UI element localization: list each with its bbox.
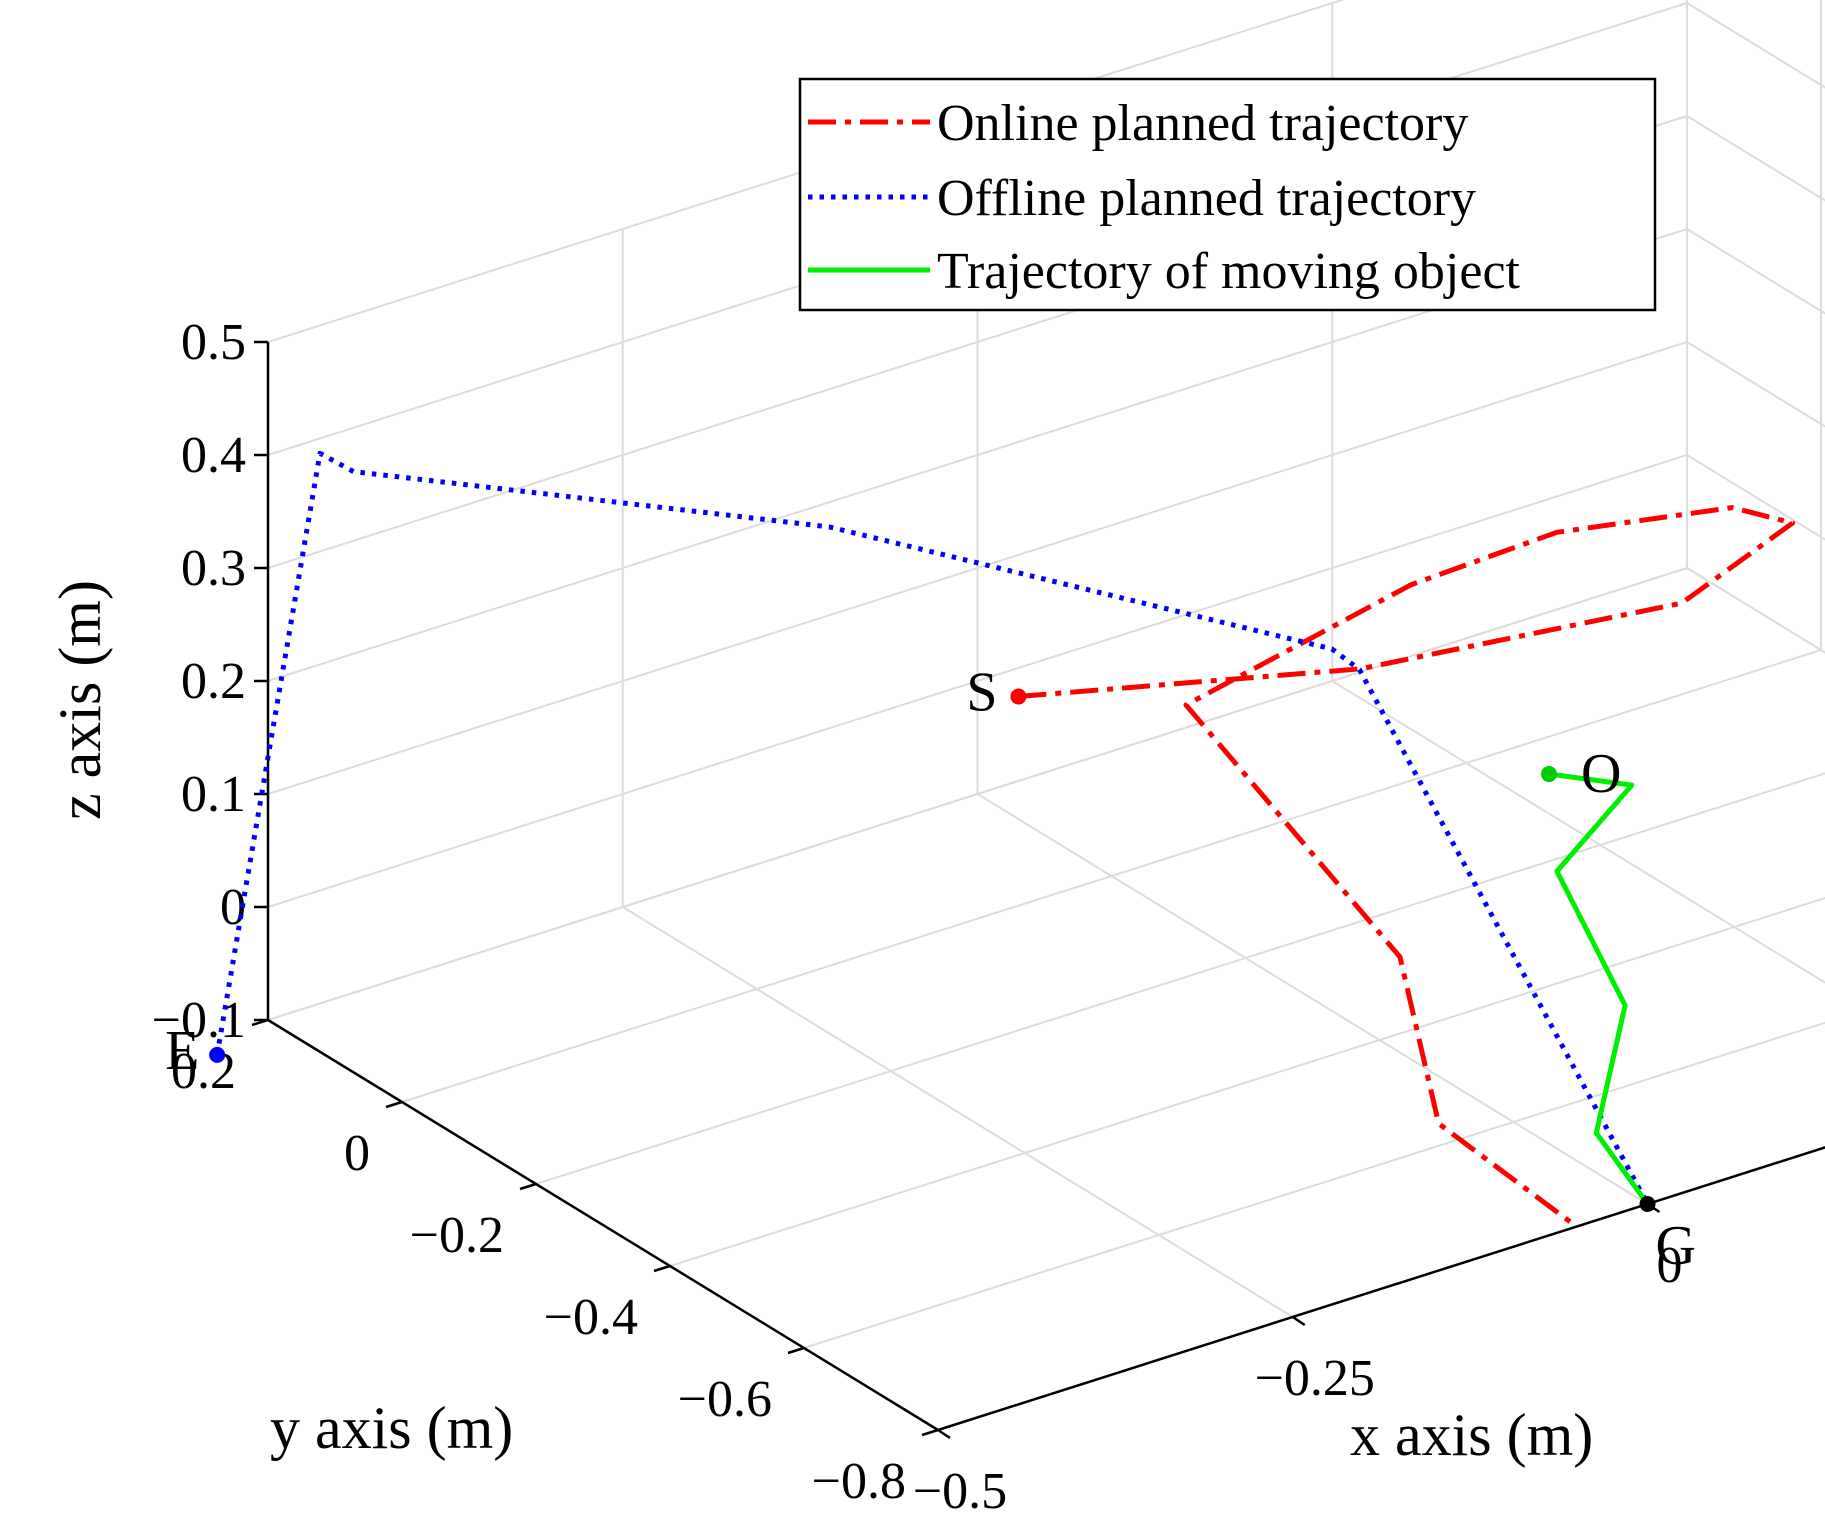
y-tick-mark	[251, 1018, 269, 1027]
y-tick-mark	[653, 1264, 671, 1273]
point-label-g: G	[1656, 1215, 1696, 1277]
series-offline-planned	[214, 450, 1650, 1206]
legend-label-moving-object: Trajectory of moving object	[937, 243, 1521, 300]
y-tick-mark	[385, 1100, 403, 1109]
z-tick-label: 0	[220, 879, 246, 936]
z-tick-label: −0.1	[152, 992, 246, 1049]
point-label-s: S	[966, 662, 997, 724]
point-marker-o	[1541, 766, 1558, 783]
series-moving-object	[1548, 771, 1650, 1206]
data-series	[214, 450, 1796, 1229]
floor-gridline-x	[976, 793, 1649, 1205]
floor-gridline-y	[803, 1021, 1825, 1349]
z-tick-label: 0.4	[181, 427, 246, 484]
y-tick-mark	[921, 1428, 939, 1437]
back-wall-gridline-z	[267, 341, 1688, 795]
x-axis-title: x axis (m)	[1350, 1402, 1593, 1468]
z-tick-label: 0.1	[181, 766, 246, 823]
x-tick-label: −0.25	[1255, 1350, 1375, 1407]
y-axis-title: y axis (m)	[270, 1395, 513, 1461]
y-tick-label: −0.4	[544, 1289, 638, 1346]
side-wall-gridline-z	[1686, 2, 1825, 89]
back-wall-gridline-z	[267, 567, 1688, 1021]
side-wall-gridline-z	[1686, 115, 1825, 202]
x-tick-mark	[1292, 1315, 1306, 1327]
z-axis-title: z axis (m)	[47, 580, 113, 820]
floor-gridline-x	[1331, 680, 1825, 984]
z-tick-label: 0.5	[181, 314, 246, 371]
side-wall-gridline-z	[1686, 454, 1825, 541]
floor-gridline-y	[535, 772, 1825, 1185]
x-tick-label: 0	[1657, 1237, 1683, 1294]
side-wall-gridline-z	[1686, 228, 1825, 315]
legend-box	[798, 77, 1657, 312]
x-tick-label: −0.5	[913, 1463, 1007, 1518]
point-label-o: O	[1581, 743, 1621, 805]
series-online-planned	[1018, 505, 1796, 1229]
z-tick-label: 0.3	[181, 540, 246, 597]
legend-label-online: Online planned trajectory	[937, 95, 1468, 152]
y-tick-mark	[519, 1182, 537, 1191]
point-marker-g	[1639, 1196, 1656, 1212]
floor-gridline-x	[622, 906, 1294, 1318]
side-wall-gridline-z	[1686, 341, 1825, 428]
y-tick-label: 0.2	[171, 1043, 236, 1100]
y-tick-label: −0.6	[678, 1371, 772, 1428]
x-tick-mark	[937, 1428, 951, 1440]
y-tick-mark	[787, 1346, 805, 1355]
legend-label-offline: Offline planned trajectory	[937, 170, 1476, 227]
floor-gridline-y	[669, 897, 1825, 1267]
legend: Online planned trajectory Offline planne…	[798, 77, 1657, 312]
side-wall-gridline-z	[1686, 567, 1825, 654]
y-axis-line	[267, 1018, 939, 1432]
point-marker-s	[1010, 688, 1027, 705]
back-wall-gridline-z	[267, 454, 1688, 908]
y-tick-label: 0	[344, 1125, 370, 1182]
y-tick-label: −0.8	[812, 1453, 906, 1510]
point-marker-e	[209, 1046, 226, 1063]
floor-gridline-y	[401, 649, 1822, 1103]
z-tick-label: 0.2	[181, 653, 246, 710]
point-annotations: S E G O	[165, 662, 1696, 1277]
y-tick-label: −0.2	[410, 1207, 504, 1264]
point-label-e: E	[165, 1020, 199, 1082]
